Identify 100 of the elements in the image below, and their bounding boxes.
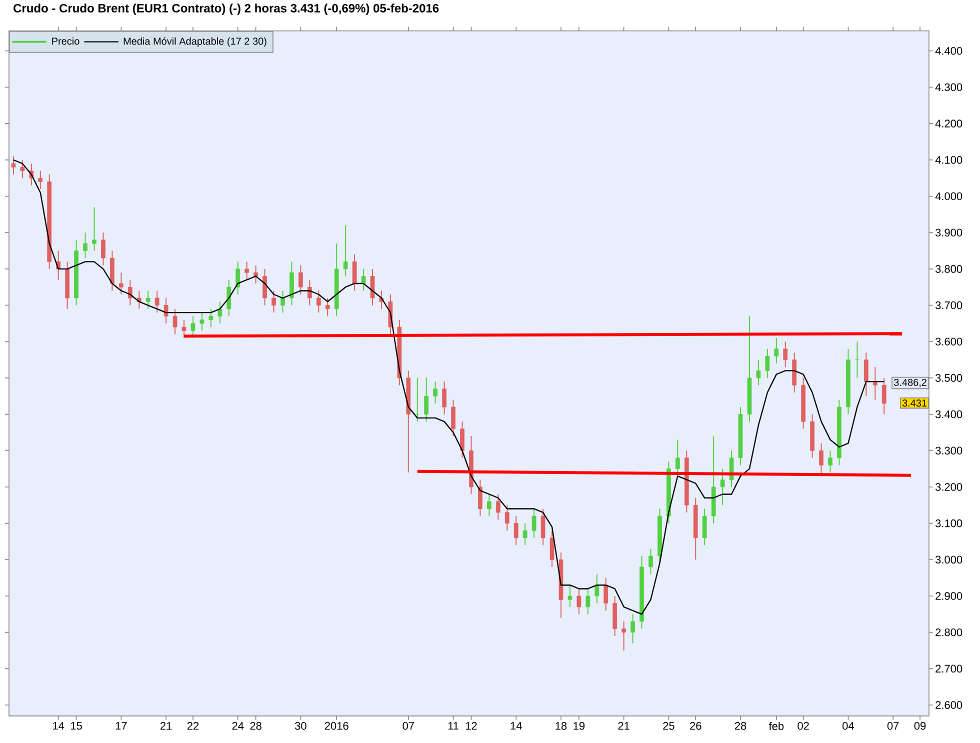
x-tick-label: 30 [294,722,306,730]
x-tick-label: 02 [798,722,809,730]
candlestick [451,399,456,437]
candlestick [460,420,464,458]
x-tick-label: 24 [232,722,244,730]
legend-label: Media Móvil Adaptable (17 2 30) [124,37,266,47]
legend-label: Precio [52,37,80,45]
candlestick [200,312,204,332]
candlestick [522,522,528,546]
candlestick [190,316,196,338]
candlestick [540,508,546,546]
y-tick-label: 2.800 [936,628,962,636]
candlestick [594,574,600,604]
candlestick [172,308,178,335]
x-tick-label: 14 [53,722,64,730]
candlestick [702,508,707,546]
candlestick [146,290,150,310]
candlestick [648,548,653,575]
y-tick-label: 3.900 [935,228,962,236]
candlestick [128,279,132,306]
candlestick [208,308,214,328]
candlestick [514,515,518,546]
x-tick-label: 15 [71,722,82,730]
candlestick [496,494,500,520]
annotation: 3.486,2 [894,378,926,388]
candlestick [622,620,626,651]
y-tick-label: 4.000 [935,192,962,200]
candlestick [307,279,312,306]
candlestick [550,530,554,568]
candlestick [226,279,232,317]
candlestick [774,337,779,364]
candlestick [504,504,510,531]
candlestick [765,348,770,378]
x-tick-label: feb [768,722,784,730]
candlestick [487,494,492,516]
candlestick [352,254,357,292]
y-tick-label: 3.400 [935,410,962,418]
candlestick [20,159,25,179]
y-tick-label: 3.200 [935,483,962,491]
annotation: 3.431 [902,399,926,406]
y-tick-label: 3.600 [935,338,962,346]
y-tick-label: 3.100 [935,519,962,528]
chart-title: Crudo - Crudo Brent (EUR1 Contrato) (-) 2 horas 3.431 (-0,69%) 05-feb-2016 [14,4,439,15]
candlestick [424,377,429,422]
candlestick [361,268,366,292]
y-tick-label: 3.500 [935,374,962,382]
x-tick-label: 21 [160,722,172,730]
candlestick [136,290,142,310]
candlestick [568,584,572,608]
candlestick [532,508,536,538]
candlestick [729,450,734,488]
candlestick [244,261,250,280]
candlestick [675,439,680,476]
x-tick-label: 14 [510,722,522,730]
candlestick [872,366,878,400]
x-tick-label: 2016 [324,722,348,730]
candlestick [442,381,446,415]
candlestick [101,232,106,266]
candlestick [218,301,222,324]
y-tick-label: 3.700 [935,301,962,310]
y-tick-label: 2.600 [936,701,962,709]
candlestick [370,268,375,306]
y-tick-label: 3.300 [935,446,962,454]
x-tick-label: 21 [618,722,630,730]
x-tick-label: 18 [556,722,567,730]
candlestick [118,272,124,295]
x-tick-label: 22 [187,722,199,730]
x-tick-label: 26 [690,722,702,730]
y-tick-label: 4.400 [935,46,962,55]
candlestick [254,264,258,284]
candlestick [433,381,438,404]
candlestick [343,224,348,277]
candlestick [576,588,582,615]
y-tick-label: 3.800 [935,264,962,273]
candlestick [478,479,482,516]
x-tick-label: 25 [663,722,674,730]
candlestick [864,352,868,397]
x-tick-label: 17 [116,722,127,730]
y-tick-label: 2.900 [936,592,962,600]
candlestick [11,156,16,175]
candlestick [783,341,788,368]
candlestick [280,290,285,313]
candlestick [316,290,321,313]
y-tick-label: 4.100 [935,156,962,164]
x-tick-label: 28 [250,722,262,730]
candlestick [182,319,186,338]
candlestick [828,450,832,473]
candlestick [720,468,725,506]
x-tick-label: 04 [842,722,854,730]
candlestick [325,297,330,317]
x-tick-label: 28 [734,722,746,730]
candlestick [630,614,635,644]
x-tick-label: 07 [887,722,899,730]
candlestick [38,170,43,190]
candlestick [272,290,276,313]
candlestick [586,588,590,615]
candlestick [756,359,761,386]
candlestick [83,232,88,258]
candlestick [154,290,160,313]
y-tick-label: 3.000 [935,556,962,564]
